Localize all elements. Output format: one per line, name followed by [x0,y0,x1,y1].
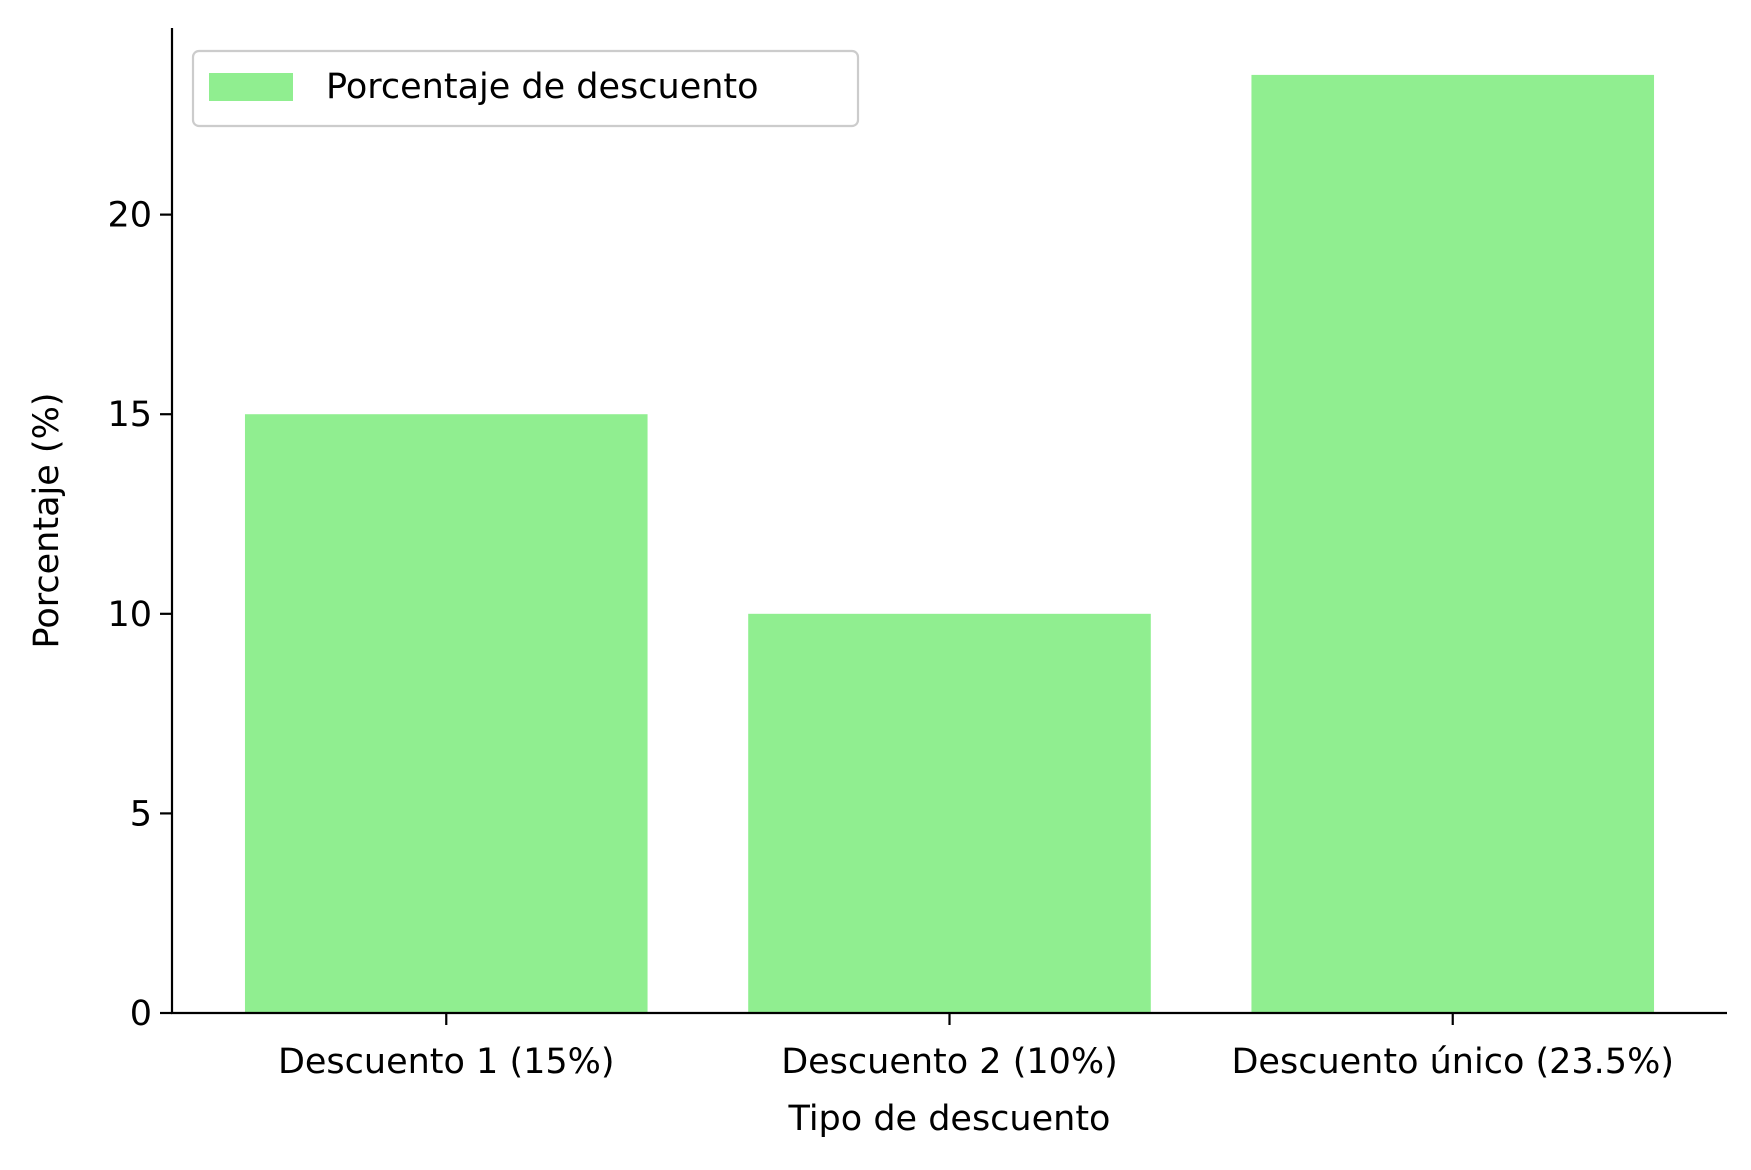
y-axis-label: Porcentaje (%) [27,393,67,649]
x-ticks: Descuento 1 (15%) Descuento 2 (10%) Descue… [278,1013,1674,1082]
bar-2 [748,613,1151,1013]
y-tick-label: 5 [130,794,152,834]
y-tick-label: 20 [107,196,152,236]
y-tick-label: 10 [107,595,152,635]
x-axis-label: Tipo de descuento [788,1099,1111,1139]
x-tick-label: Descuento 2 (10%) [781,1042,1118,1082]
x-tick-label: Descuento 1 (15%) [278,1042,615,1082]
legend-swatch [209,73,293,101]
y-ticks: 0 5 10 15 20 [107,196,172,1034]
legend-label: Porcentaje de descuento [326,67,759,107]
y-tick-label: 0 [130,994,152,1034]
bar-1 [244,414,648,1013]
bars-layer [244,74,1655,1013]
legend: Porcentaje de descuento [191,49,860,128]
bar-3 [1251,74,1655,1013]
y-tick-label: 15 [107,395,152,435]
legend-frame [191,49,860,128]
x-tick-label: Descuento único (23.5%) [1231,1042,1674,1082]
